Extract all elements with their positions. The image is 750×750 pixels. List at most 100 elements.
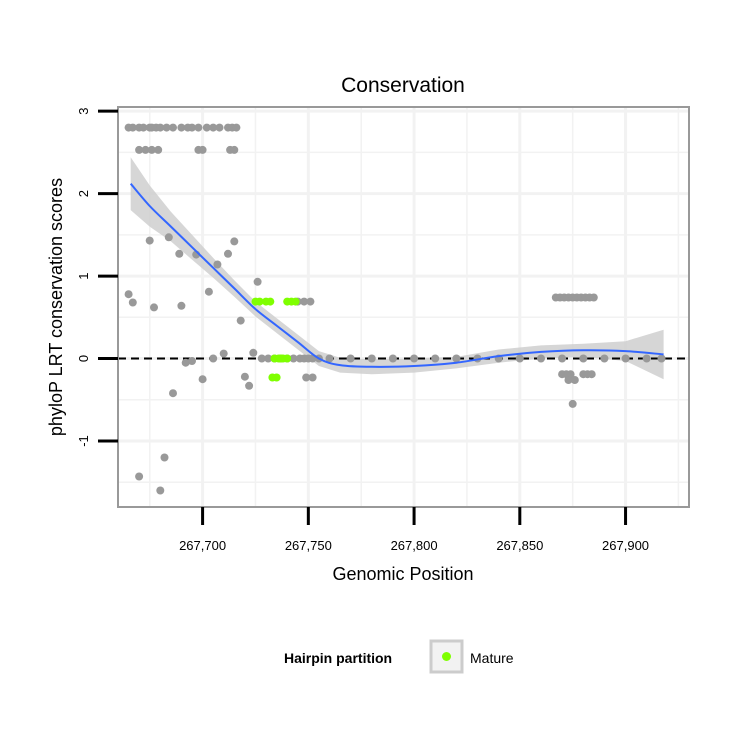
point-hairpin xyxy=(249,348,258,357)
point-hairpin xyxy=(156,486,165,495)
point-hairpin xyxy=(232,123,241,132)
y-tick-label: 2 xyxy=(76,190,91,197)
point-hairpin xyxy=(177,123,186,132)
point-hairpin xyxy=(388,354,397,363)
point-hairpin xyxy=(657,354,666,363)
point-hairpin xyxy=(147,145,156,154)
point-hairpin xyxy=(198,375,207,384)
x-tick-label: 267,800 xyxy=(391,538,438,553)
point-hairpin xyxy=(181,358,190,367)
ribbon-area xyxy=(130,157,664,380)
point-hairpin xyxy=(452,354,461,363)
axes: 267,700 267,750 267,800 267,850 267,900 -1 0 1 2… xyxy=(76,107,649,553)
point-hairpin xyxy=(194,123,203,132)
point-hairpin xyxy=(600,354,609,363)
point-hairpin xyxy=(177,301,186,310)
point-hairpin xyxy=(128,298,137,307)
point-hairpin xyxy=(219,349,228,358)
point-hairpin xyxy=(589,293,598,302)
data-points xyxy=(124,123,666,495)
point-hairpin xyxy=(264,354,273,363)
y-tick-label: 0 xyxy=(76,355,91,362)
point-hairpin xyxy=(204,287,213,296)
point-hairpin xyxy=(141,145,150,154)
point-hairpin xyxy=(568,399,577,408)
point-hairpin xyxy=(587,370,596,379)
point-mature xyxy=(255,297,264,306)
point-mature xyxy=(276,354,285,363)
point-hairpin xyxy=(253,277,262,286)
point-hairpin xyxy=(135,472,144,481)
point-hairpin xyxy=(515,354,524,363)
point-hairpin xyxy=(306,297,315,306)
point-hairpin xyxy=(128,123,137,132)
x-tick-label: 267,750 xyxy=(285,538,332,553)
x-tick-label: 267,700 xyxy=(179,538,226,553)
y-axis-title: phyloP LRT conservation scores xyxy=(46,178,66,436)
smooth-trend-line xyxy=(129,183,664,368)
point-hairpin xyxy=(175,249,184,258)
point-hairpin xyxy=(300,297,309,306)
point-hairpin xyxy=(213,260,222,269)
legend-dot-mature xyxy=(442,652,451,661)
point-hairpin xyxy=(164,233,173,242)
point-hairpin xyxy=(257,354,266,363)
point-hairpin xyxy=(202,123,211,132)
point-hairpin xyxy=(621,354,630,363)
point-hairpin xyxy=(198,145,207,154)
point-hairpin xyxy=(431,354,440,363)
point-hairpin xyxy=(245,381,254,390)
point-hairpin xyxy=(642,354,651,363)
point-hairpin xyxy=(139,123,148,132)
point-hairpin xyxy=(230,237,239,246)
point-hairpin xyxy=(150,303,158,312)
point-hairpin xyxy=(537,354,545,363)
legend-title: Hairpin partition xyxy=(284,650,392,666)
point-hairpin xyxy=(579,354,588,363)
point-hairpin xyxy=(162,123,171,132)
point-hairpin xyxy=(156,123,165,132)
panel-border xyxy=(117,106,690,508)
point-hairpin xyxy=(160,453,169,462)
point-hairpin xyxy=(215,123,224,132)
point-hairpin xyxy=(236,316,245,325)
point-hairpin xyxy=(135,145,144,154)
grid xyxy=(118,107,689,507)
x-tick-label: 267,900 xyxy=(602,538,649,553)
confidence-ribbon xyxy=(130,157,664,380)
point-hairpin xyxy=(169,123,177,132)
chart-title: Conservation xyxy=(341,74,465,97)
legend-label-mature: Mature xyxy=(470,650,514,666)
point-hairpin xyxy=(154,145,163,154)
point-hairpin xyxy=(209,354,218,363)
x-axis-title: Genomic Position xyxy=(332,564,473,584)
point-hairpin xyxy=(410,354,419,363)
point-hairpin xyxy=(289,354,298,363)
point-hairpin xyxy=(188,123,196,132)
point-hairpin xyxy=(124,290,133,299)
y-tick-label: 1 xyxy=(76,272,91,279)
y-tick-label: -1 xyxy=(76,435,91,447)
point-hairpin xyxy=(169,389,177,398)
point-hairpin xyxy=(558,354,567,363)
point-hairpin xyxy=(145,236,154,245)
point-hairpin xyxy=(209,123,218,132)
point-hairpin xyxy=(240,372,249,381)
point-mature xyxy=(266,297,275,306)
point-hairpin xyxy=(367,354,376,363)
point-mature xyxy=(291,297,300,306)
point-hairpin xyxy=(224,249,232,258)
point-hairpin xyxy=(308,373,317,382)
point-hairpin xyxy=(302,373,311,382)
legend: Hairpin partition Mature xyxy=(284,639,514,674)
point-hairpin xyxy=(346,354,355,363)
point-hairpin xyxy=(570,376,579,384)
point-hairpin xyxy=(230,145,239,154)
y-tick-label: 3 xyxy=(76,107,91,114)
point-hairpin xyxy=(188,357,196,365)
point-hairpin xyxy=(564,376,573,384)
point-mature xyxy=(283,354,292,363)
point-mature xyxy=(272,373,281,382)
point-hairpin xyxy=(325,354,334,363)
